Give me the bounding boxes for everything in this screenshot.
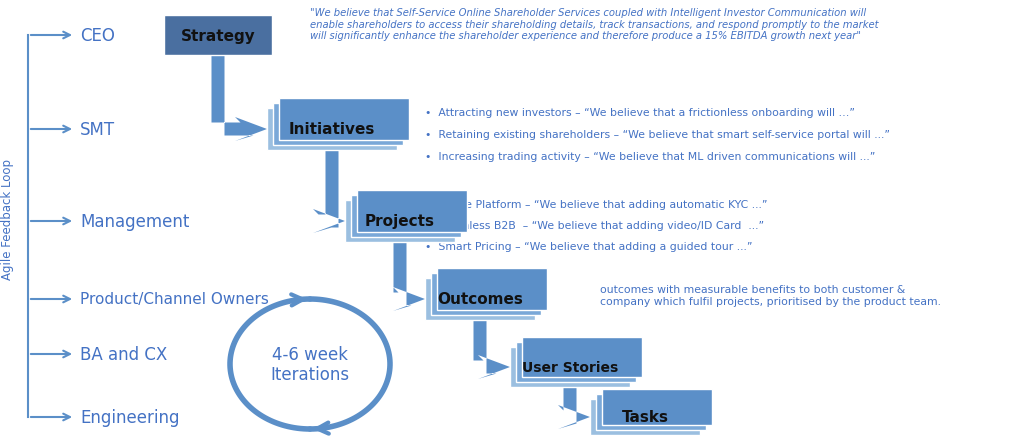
Polygon shape: [558, 387, 590, 429]
Text: Agile Feedback Loop: Agile Feedback Loop: [1, 159, 14, 280]
Text: Tasks: Tasks: [622, 410, 669, 424]
Bar: [590, 399, 700, 435]
Polygon shape: [473, 320, 510, 379]
Text: Strategy: Strategy: [180, 28, 255, 43]
Text: •  Attracting new investors – “We believe that a frictionless onboarding will …”: • Attracting new investors – “We believe…: [425, 108, 855, 118]
Polygon shape: [313, 151, 345, 233]
Text: Initiatives: Initiatives: [289, 122, 375, 137]
Polygon shape: [393, 243, 425, 311]
Text: Product/Channel Owners: Product/Channel Owners: [80, 292, 269, 307]
Bar: [431, 273, 541, 315]
Text: Outcomes: Outcomes: [437, 292, 523, 307]
Polygon shape: [212, 56, 267, 141]
Text: "We believe that Self-Service Online Shareholder Services coupled with Intellige: "We believe that Self-Service Online Sha…: [310, 8, 879, 41]
Text: •  Increasing trading activity – “We believe that ML driven communications will : • Increasing trading activity – “We beli…: [425, 152, 876, 162]
Text: CEO: CEO: [80, 27, 115, 45]
Text: Management: Management: [80, 212, 189, 230]
Bar: [345, 201, 455, 243]
Text: User Stories: User Stories: [522, 360, 618, 374]
Bar: [522, 337, 642, 377]
Text: •  Retaining existing shareholders – “We believe that smart self-service portal : • Retaining existing shareholders – “We …: [425, 130, 890, 140]
Bar: [273, 104, 403, 146]
Text: Projects: Projects: [365, 214, 435, 229]
Bar: [357, 191, 467, 233]
Text: SMT: SMT: [80, 121, 115, 139]
Bar: [351, 195, 461, 237]
Text: outcomes with measurable benefits to both customer &
company which fulfil projec: outcomes with measurable benefits to bot…: [600, 284, 941, 306]
Text: •  Smart Pricing – “We believe that adding a guided tour ...”: • Smart Pricing – “We believe that addin…: [425, 241, 753, 251]
Bar: [596, 394, 706, 430]
Text: BA and CX: BA and CX: [80, 345, 167, 363]
Text: 4-6 week
Iterations: 4-6 week Iterations: [270, 345, 349, 384]
Text: •  Single Platform – “We believe that adding automatic KYC ...”: • Single Platform – “We believe that add…: [425, 200, 768, 209]
Bar: [279, 99, 409, 141]
Bar: [267, 109, 397, 151]
Bar: [510, 347, 630, 387]
Text: •  Seamless B2B  – “We believe that adding video/ID Card  ...”: • Seamless B2B – “We believe that adding…: [425, 220, 764, 230]
Bar: [437, 268, 547, 310]
Bar: [425, 279, 535, 320]
Bar: [602, 389, 712, 425]
Text: Engineering: Engineering: [80, 408, 179, 426]
Bar: [516, 342, 636, 382]
Bar: [164, 16, 272, 56]
